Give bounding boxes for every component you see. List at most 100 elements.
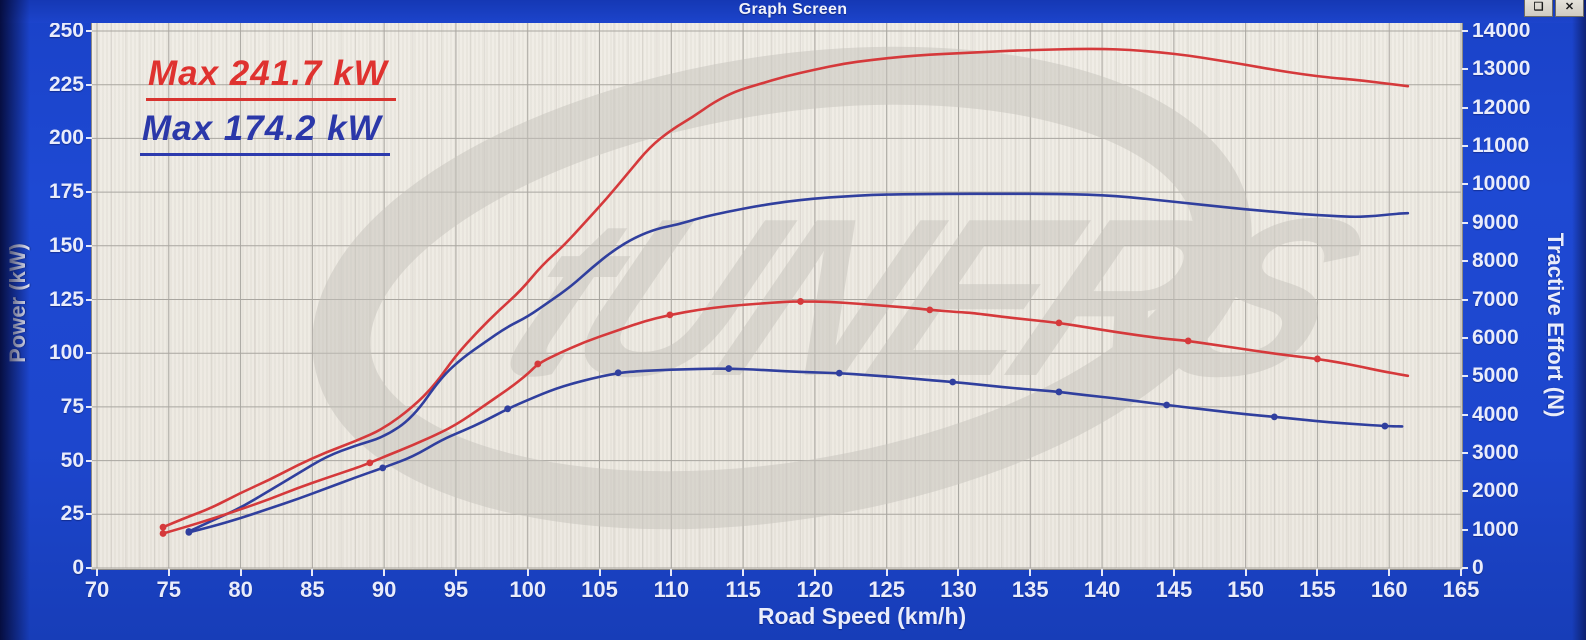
x-axis-tick-label: 165 [1442, 577, 1480, 602]
y-right-tick-label: 9000 [1472, 210, 1519, 234]
blue-tractive-effort-curve-marker [614, 369, 622, 377]
blue-tractive-effort-curve-marker [835, 369, 843, 377]
x-axis-tick [96, 569, 98, 576]
x-axis-tick [454, 569, 457, 576]
x-axis-tick [598, 569, 601, 576]
x-axis-tick-label: 125 [868, 577, 906, 602]
red-tractive-effort-curve-marker [1314, 355, 1321, 363]
y-right-tick [1462, 451, 1468, 454]
blue-tractive-effort-curve-marker [949, 378, 957, 386]
red-tractive-effort-curve-marker [534, 360, 542, 368]
blue-tractive-effort-curve-marker [185, 528, 193, 536]
red-tractive-effort-curve-marker [1055, 319, 1063, 327]
y-right-tick-label: 13000 [1472, 57, 1531, 81]
y-left-tick-label: 100 [48, 341, 84, 365]
x-axis-tick-label: 90 [371, 577, 397, 602]
blue-tractive-effort-curve [187, 367, 1404, 534]
x-axis-tick-label: 85 [300, 577, 325, 602]
x-axis-tick-label: 135 [1011, 577, 1049, 602]
y-right-tick-label: 3000 [1472, 440, 1519, 464]
y-left-tick-label: 225 [48, 72, 84, 96]
x-axis-tick-label: 75 [156, 577, 182, 602]
y-left-tick-label: 75 [60, 394, 84, 418]
y-left-tick-label: 200 [48, 126, 84, 150]
x-axis-tick-label: 105 [581, 577, 618, 602]
x-axis-tick [1460, 569, 1462, 576]
max-blue-annotation: Max 174.2 kW [140, 109, 390, 156]
x-axis-tick [383, 569, 386, 576]
y-right-tick [1462, 528, 1468, 531]
y-right-tick [1462, 375, 1468, 378]
y-left-tick-label: 175 [48, 180, 84, 204]
left-axis-title: Power (kW) [5, 243, 30, 363]
x-axis-tick-label: 155 [1299, 577, 1336, 602]
x-axis-tick [1244, 569, 1247, 576]
x-axis-tick-label: 150 [1227, 577, 1264, 602]
y-right-tick-label: 5000 [1472, 364, 1519, 388]
x-axis-tick [670, 569, 673, 576]
title-bar[interactable]: Graph Screen [0, 0, 1586, 23]
x-axis-tick-label: 145 [1155, 577, 1193, 602]
dyno-chart: tUNERS [92, 23, 1462, 569]
y-right-tick [1462, 336, 1468, 339]
x-axis-tick [1172, 569, 1175, 576]
y-right-tick [1462, 260, 1468, 263]
red-power-curve-marker [159, 523, 167, 531]
x-axis-tick-label: 70 [84, 577, 110, 602]
blue-tractive-effort-curve-marker [1270, 413, 1278, 421]
restore-button[interactable]: ❏ [1524, 0, 1553, 17]
x-axis-tick [885, 569, 888, 576]
x-axis-tick [742, 569, 745, 576]
chart-plot-area: tUNERS [92, 23, 1462, 569]
y-left-tick-label: 125 [48, 287, 84, 311]
x-axis-tick [167, 569, 170, 576]
close-button[interactable]: ✕ [1555, 0, 1584, 17]
x-axis-tick [526, 569, 529, 576]
y-right-tick-label: 1000 [1472, 517, 1519, 541]
y-right-tick [1462, 145, 1468, 148]
blue-tractive-effort-curve-marker [725, 365, 733, 372]
y-right-tick-label: 11000 [1472, 134, 1530, 158]
blue-tractive-effort-curve-marker [379, 464, 387, 472]
max-red-annotation: Max 241.7 kW [146, 54, 396, 101]
y-right-tick-label: 8000 [1472, 249, 1519, 273]
red-tractive-effort-curve-marker [1184, 337, 1192, 345]
y-right-tick [1462, 413, 1468, 416]
x-axis-tick-label: 115 [725, 577, 761, 602]
right-axis-title: Tractive Effort (N) [1543, 232, 1568, 418]
y-right-tick-label: 2000 [1472, 479, 1519, 503]
red-tractive-effort-curve-marker [926, 306, 934, 314]
x-axis-tick-label: 80 [228, 577, 253, 602]
y-right-tick [1462, 106, 1468, 109]
y-right-tick [1462, 490, 1468, 493]
red-tractive-effort-curve-marker [159, 530, 167, 537]
x-axis-tick [311, 569, 314, 576]
x-axis-tick [957, 569, 960, 576]
y-right-tick-label: 6000 [1472, 325, 1519, 349]
x-axis-tick-label: 130 [940, 577, 977, 602]
x-axis-tick-label: 160 [1370, 577, 1408, 602]
blue-tractive-effort-curve-marker [1055, 388, 1063, 396]
x-axis-tick-label: 110 [653, 577, 690, 602]
x-axis-tick [1388, 569, 1391, 576]
blue-power-curve [187, 192, 1410, 533]
y-right-tick [1462, 68, 1468, 71]
y-right-tick-label: 12000 [1472, 95, 1531, 119]
red-power-curve [161, 47, 1410, 529]
blue-tractive-effort-curve-marker [1163, 401, 1171, 409]
blue-tractive-effort-curve-marker [1381, 422, 1389, 430]
y-right-tick-label: 10000 [1472, 172, 1531, 196]
y-right-tick [1462, 221, 1468, 224]
x-axis-tick [1101, 569, 1104, 576]
y-right-tick-label: 4000 [1472, 402, 1519, 426]
x-axis-title: Road Speed (km/h) [757, 603, 967, 629]
y-left-tick-label: 0 [72, 556, 84, 579]
x-axis-tick [239, 569, 242, 576]
red-tractive-effort-curve-marker [666, 311, 674, 319]
x-axis-tick [813, 569, 816, 576]
window-title: Graph Screen [738, 1, 848, 18]
y-left-tick-label: 50 [60, 448, 84, 472]
y-left-tick-label: 150 [48, 233, 84, 257]
y-right-tick [1462, 30, 1468, 32]
x-axis-tick-label: 100 [509, 577, 547, 602]
